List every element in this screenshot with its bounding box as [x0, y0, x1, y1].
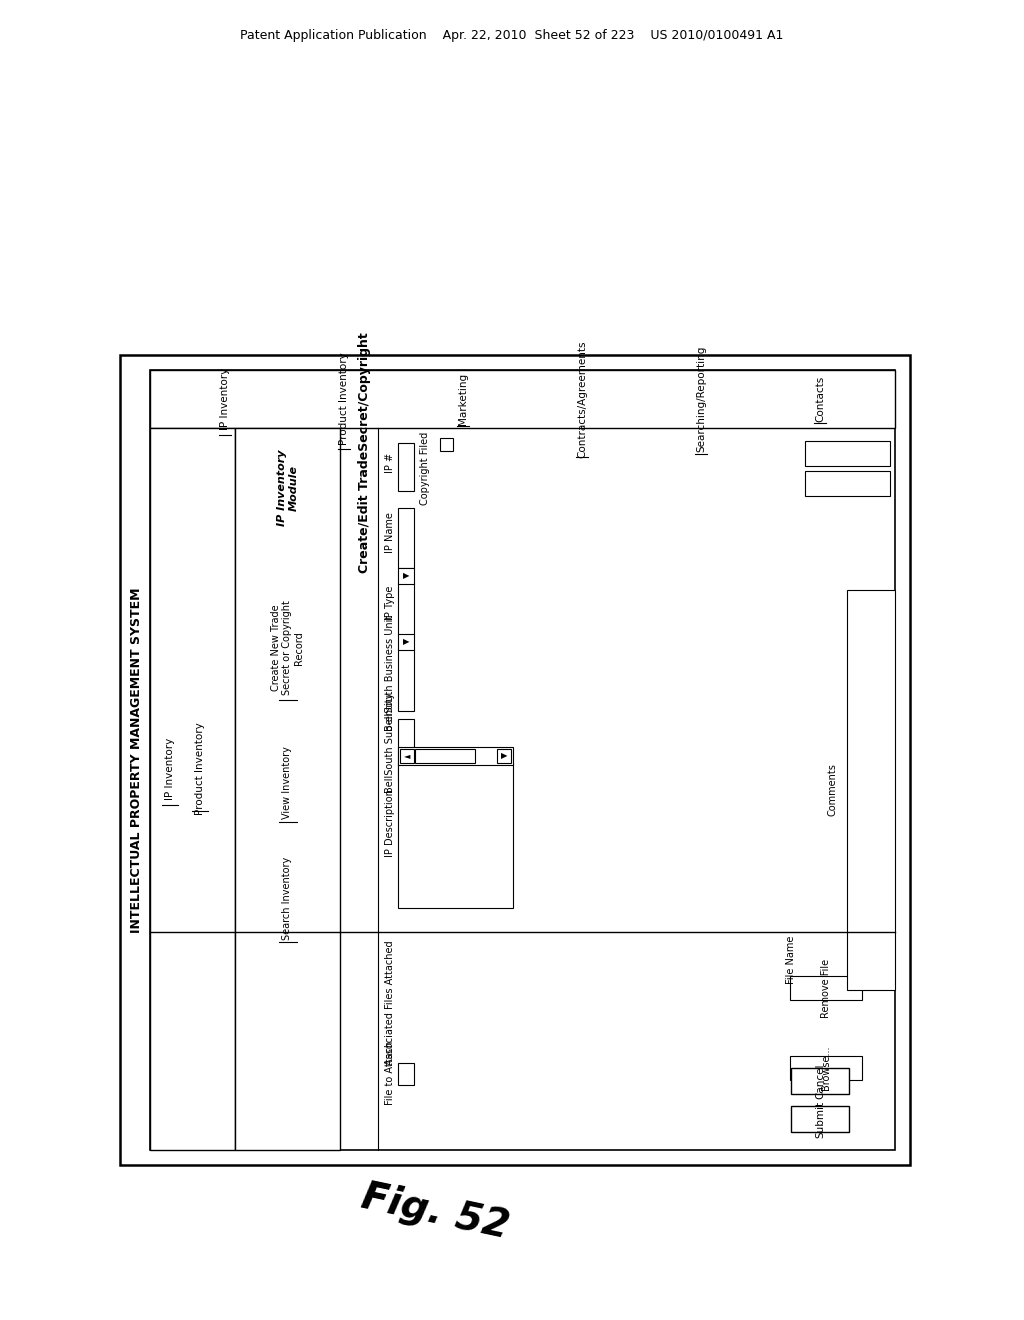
Bar [120, 355, 910, 1166]
Bar [790, 1056, 862, 1080]
Text: Product Inventory: Product Inventory [195, 722, 205, 816]
Bar [398, 1063, 414, 1085]
Bar [398, 719, 414, 781]
Bar [400, 748, 414, 763]
Bar [415, 748, 475, 763]
Text: Create/Edit TradeSecret/Copyright: Create/Edit TradeSecret/Copyright [358, 333, 371, 573]
Text: Fig. 52: Fig. 52 [357, 1177, 512, 1246]
Bar [790, 975, 862, 1001]
Bar [234, 428, 340, 1150]
Bar [398, 568, 414, 583]
Text: IP #: IP # [385, 453, 395, 473]
Text: Patent Application Publication    Apr. 22, 2010  Sheet 52 of 223    US 2010/0100: Patent Application Publication Apr. 22, … [241, 29, 783, 41]
Text: View Inventory: View Inventory [283, 747, 293, 820]
Bar [497, 748, 511, 763]
Text: Searching/Reporting: Searching/Reporting [696, 346, 707, 453]
Bar [440, 438, 453, 451]
Text: Search Inventory: Search Inventory [283, 857, 293, 940]
Text: IP Type: IP Type [385, 586, 395, 620]
Text: Contacts: Contacts [815, 376, 825, 422]
Bar [398, 634, 414, 649]
Bar [150, 370, 895, 428]
Text: BellSouth Sub-entity: BellSouth Sub-entity [385, 693, 395, 793]
Bar [150, 428, 234, 1150]
Text: ▶: ▶ [402, 572, 410, 581]
Text: IP Inventory
Module: IP Inventory Module [276, 450, 298, 527]
Bar [847, 590, 895, 990]
Bar [398, 508, 414, 568]
Bar [150, 370, 895, 1150]
Text: Product Inventory: Product Inventory [339, 352, 349, 445]
Text: Create New Trade
Secret or Copyright
Record: Create New Trade Secret or Copyright Rec… [271, 601, 304, 696]
Text: Remove File: Remove File [821, 958, 831, 1018]
Text: INTELLECTUAL PROPERTY MANAGEMENT SYSTEM: INTELLECTUAL PROPERTY MANAGEMENT SYSTEM [129, 587, 142, 933]
Text: Comments: Comments [828, 763, 838, 817]
Text: Contracts/Agreements: Contracts/Agreements [578, 341, 587, 458]
Text: Copyright Filed: Copyright Filed [420, 432, 430, 504]
Bar [398, 763, 513, 908]
Bar [398, 649, 414, 711]
Bar [805, 441, 890, 466]
Text: IP Name: IP Name [385, 512, 395, 553]
Text: ▶: ▶ [501, 751, 507, 760]
Text: BellSouth Business Unit: BellSouth Business Unit [385, 615, 395, 731]
Text: IP Description: IP Description [385, 789, 395, 857]
Text: ◄: ◄ [403, 751, 411, 760]
Text: IP Inventory: IP Inventory [165, 738, 175, 800]
Text: Associated Files Attached: Associated Files Attached [385, 941, 395, 1065]
Bar [398, 747, 513, 766]
Text: File to Attach: File to Attach [385, 1041, 395, 1105]
Bar [398, 444, 414, 491]
Bar [791, 1068, 849, 1094]
Text: IP Inventory: IP Inventory [219, 368, 229, 430]
Text: ▶: ▶ [402, 638, 410, 647]
Text: File Name: File Name [786, 936, 796, 985]
Text: Submit: Submit [815, 1101, 825, 1138]
Bar [398, 583, 414, 635]
Bar [805, 471, 890, 496]
Bar [791, 1106, 849, 1133]
Text: Marketing: Marketing [458, 374, 468, 425]
Text: Browse...: Browse... [821, 1045, 831, 1090]
Text: Cancel: Cancel [815, 1063, 825, 1098]
